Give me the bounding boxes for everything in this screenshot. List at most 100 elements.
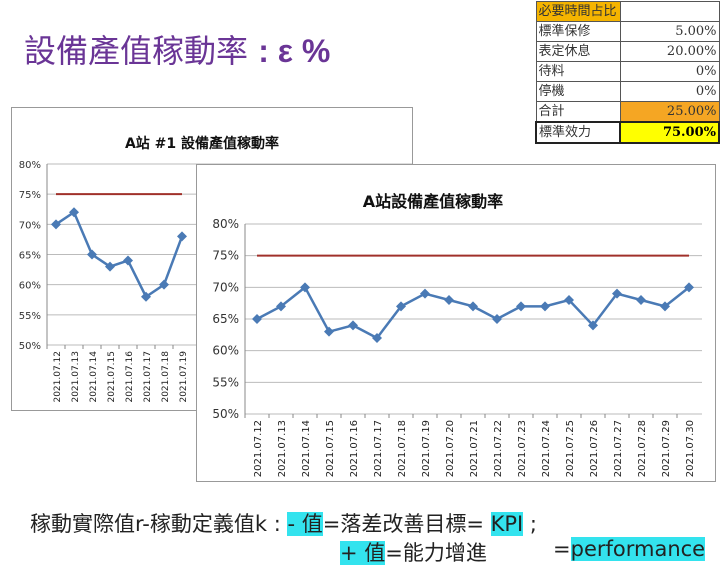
data-point — [141, 291, 151, 302]
formula-text: =落差改善目標= — [322, 512, 491, 536]
data-point — [468, 301, 478, 312]
y-tick-label: 80% — [212, 217, 239, 231]
series-line — [55, 210, 184, 299]
table-row: 待料 0% — [535, 61, 720, 82]
table-header: 必要時間占比 — [535, 1, 621, 22]
y-tick-label: 55% — [212, 375, 239, 389]
data-point — [540, 301, 550, 312]
x-tick-label: 2021.07.14 — [89, 351, 99, 403]
data-point — [420, 288, 430, 299]
x-tick-label: 2021.07.15 — [107, 351, 117, 403]
data-point — [396, 301, 406, 312]
row-label: 標準保修 — [535, 21, 621, 42]
negative-value-highlight: - 值 — [287, 512, 323, 536]
x-tick-label: 2021.07.17 — [373, 420, 384, 477]
y-tick-label: 75% — [212, 249, 239, 263]
x-tick-label: 2021.07.30 — [685, 420, 696, 477]
data-point — [564, 295, 574, 305]
series-line — [256, 285, 690, 340]
x-tick-label: 2021.07.22 — [493, 420, 504, 477]
x-tick-label: 2021.07.20 — [445, 420, 456, 477]
y-tick-label: 70% — [19, 220, 41, 231]
y-tick-label: 70% — [212, 280, 239, 294]
row-label: 表定休息 — [535, 41, 621, 62]
x-tick-label: 2021.07.16 — [125, 351, 135, 403]
x-tick-label: 2021.07.24 — [541, 420, 552, 477]
data-point — [123, 255, 133, 266]
data-point — [177, 231, 187, 242]
y-tick-label: 80% — [19, 160, 41, 171]
title-text: 設備產值稼動率 — [24, 32, 249, 70]
y-tick-label: 60% — [212, 344, 239, 358]
chart-svg: A站 #1 設備產值稼動率 50% 55% 60% 65% 70% 75% 80% 2021.0… — [19, 135, 412, 403]
row-value: 20.00% — [619, 41, 720, 62]
table-header-empty — [619, 1, 720, 22]
data-point — [300, 282, 310, 293]
formula-text: =能力增進 — [385, 541, 487, 565]
row-label: 標準效力 — [534, 121, 622, 144]
data-point — [372, 333, 382, 343]
x-tick-label: 2021.07.12 — [53, 351, 63, 403]
formula-line-2: + 值=能力增進 — [340, 537, 487, 567]
x-tick-label: 2021.07.21 — [469, 420, 480, 477]
data-point — [348, 320, 358, 331]
x-tick-label: 2021.07.29 — [661, 420, 672, 477]
x-tick-label: 2021.07.12 — [253, 420, 264, 477]
data-point — [276, 301, 286, 312]
y-tick-label: 50% — [212, 407, 239, 421]
data-point — [492, 314, 502, 324]
row-label: 停機 — [535, 81, 621, 102]
formula-text: ; — [523, 512, 538, 536]
row-value: 25.00% — [619, 101, 720, 123]
table-row: 停機 0% — [535, 81, 720, 102]
x-tick-label: 2021.07.23 — [517, 420, 528, 477]
row-label: 待料 — [535, 61, 621, 82]
data-point — [660, 301, 670, 312]
page-title: 設備產值稼動率 : ε % — [24, 26, 330, 72]
x-tick-label: 2021.07.16 — [349, 420, 360, 477]
x-tick-label: 2021.07.15 — [325, 420, 336, 477]
y-tick-label: 65% — [19, 251, 41, 262]
positive-value-highlight: + 值 — [340, 541, 386, 565]
x-tick-label: 2021.07.13 — [71, 351, 81, 403]
performance-highlight: performance — [570, 537, 706, 561]
data-point — [444, 295, 454, 305]
formula-text: 稼動實際值r-稼動定義值k : — [30, 512, 288, 536]
table-row: 標準保修 5.00% — [535, 21, 720, 42]
chart-svg: A站設備產值稼動率 50% 55% 60% 65% 70% 75% 80% 2021.07.12… — [212, 192, 702, 477]
table-row: 表定休息 20.00% — [535, 41, 720, 62]
chart-station-a: A站設備產值稼動率 50% 55% 60% 65% 70% 75% 80% 2021.07.12… — [196, 164, 716, 482]
x-tick-label: 2021.07.19 — [421, 420, 432, 477]
x-tick-label: 2021.07.18 — [397, 420, 408, 477]
data-point — [516, 301, 526, 312]
data-point — [159, 279, 169, 290]
kpi-highlight: KPI — [490, 512, 524, 536]
y-tick-label: 55% — [19, 311, 41, 322]
data-point — [588, 320, 598, 331]
data-point — [69, 207, 79, 218]
x-tick-label: 2021.07.26 — [589, 420, 600, 477]
table-row: 標準效力 75.00% — [534, 121, 720, 144]
data-point — [684, 282, 694, 293]
row-value: 5.00% — [619, 21, 720, 42]
row-value: 0% — [619, 61, 720, 82]
data-point — [636, 295, 646, 305]
chart-title: A站設備產值稼動率 — [363, 192, 503, 211]
y-tick-label: 65% — [212, 312, 239, 326]
x-tick-label: 2021.07.25 — [565, 420, 576, 477]
chart-title: A站 #1 設備產值稼動率 — [125, 135, 279, 152]
x-tick-label: 2021.07.19 — [179, 351, 189, 403]
data-point — [252, 314, 262, 324]
data-point — [612, 288, 622, 299]
data-point — [87, 249, 97, 260]
formula-text: = — [553, 537, 571, 561]
row-label: 合計 — [535, 101, 621, 123]
time-ratio-table: 必要時間占比 標準保修 5.00% 表定休息 20.00% 待料 0% 停機 0% 合計… — [534, 1, 720, 144]
x-tick-label: 2021.07.28 — [637, 420, 648, 477]
data-point — [51, 219, 61, 230]
table-row: 合計 25.00% — [535, 101, 720, 123]
row-value: 0% — [619, 81, 720, 102]
formula-line-2b: =performance — [553, 537, 706, 561]
formula-line-1: 稼動實際值r-稼動定義值k : - 值=落差改善目標= KPI ; — [30, 508, 537, 538]
x-tick-label: 2021.07.27 — [613, 420, 624, 477]
